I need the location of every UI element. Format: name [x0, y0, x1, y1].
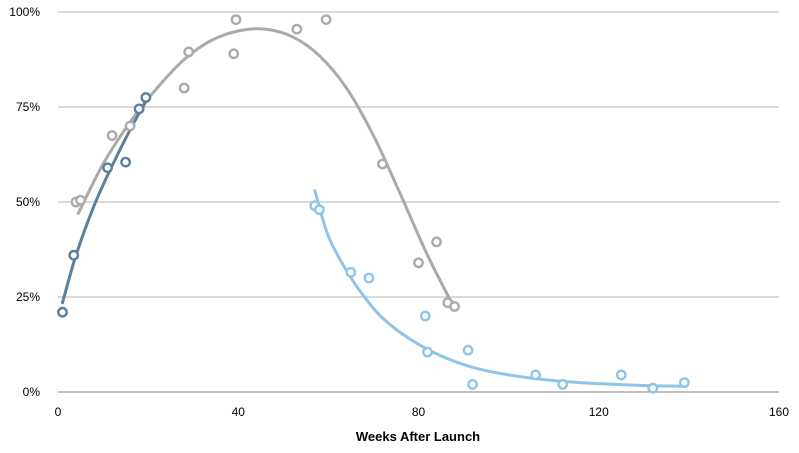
y-tick-label: 50% [16, 195, 40, 209]
trend-line-series-0 [76, 27, 457, 310]
data-point-series-2-12 [678, 377, 690, 388]
data-point-series-0-10 [377, 158, 388, 170]
data-points [57, 14, 690, 394]
x-tick-label: 160 [769, 405, 789, 419]
data-point-series-1-1 [68, 249, 80, 261]
data-point-series-2-11 [647, 382, 659, 394]
data-point-series-2-5 [422, 346, 433, 358]
data-point-series-0-5 [183, 46, 195, 58]
x-tick-label: 40 [232, 405, 246, 419]
data-point-series-2-7 [467, 378, 478, 390]
data-point-series-0-2 [106, 130, 118, 141]
data-point-series-2-9 [557, 378, 569, 390]
data-point-series-1-2 [102, 162, 113, 174]
data-point-series-0-6 [228, 48, 240, 60]
data-point-series-0-14 [449, 301, 460, 312]
y-axis-ticks: 0% 25% 50% 75% 100% [9, 5, 40, 399]
data-point-series-0-11 [413, 257, 424, 269]
data-point-series-0-8 [291, 23, 303, 35]
data-point-series-0-4 [178, 82, 190, 94]
y-tick-label: 75% [16, 100, 40, 114]
data-point-series-2-6 [462, 344, 474, 356]
x-tick-label: 120 [589, 405, 609, 419]
data-point-series-2-1 [313, 204, 325, 216]
grid-lines [58, 11, 779, 393]
data-point-series-2-8 [530, 369, 542, 381]
data-point-series-1-4 [133, 103, 145, 115]
x-tick-label: 80 [412, 405, 426, 419]
data-point-series-2-3 [363, 272, 375, 284]
data-point-series-0-1 [75, 194, 86, 206]
trend-lines [61, 27, 686, 388]
x-axis-ticks: 0 40 80 120 160 [55, 405, 790, 419]
x-axis-title: Weeks After Launch [356, 429, 480, 444]
y-tick-label: 100% [9, 5, 40, 19]
data-point-series-2-2 [345, 266, 357, 278]
trend-line-series-2 [313, 189, 686, 388]
data-point-series-0-3 [124, 120, 136, 132]
data-point-series-1-0 [57, 306, 68, 318]
data-point-series-0-7 [230, 14, 242, 26]
x-tick-label: 0 [55, 405, 62, 419]
data-point-series-2-4 [419, 310, 431, 322]
data-point-series-0-12 [431, 236, 442, 248]
data-point-series-2-10 [615, 369, 627, 381]
data-point-series-1-5 [140, 92, 152, 103]
data-point-series-1-3 [120, 156, 131, 168]
y-tick-label: 0% [23, 385, 41, 399]
y-tick-label: 25% [16, 290, 40, 304]
data-point-series-0-9 [320, 14, 332, 26]
